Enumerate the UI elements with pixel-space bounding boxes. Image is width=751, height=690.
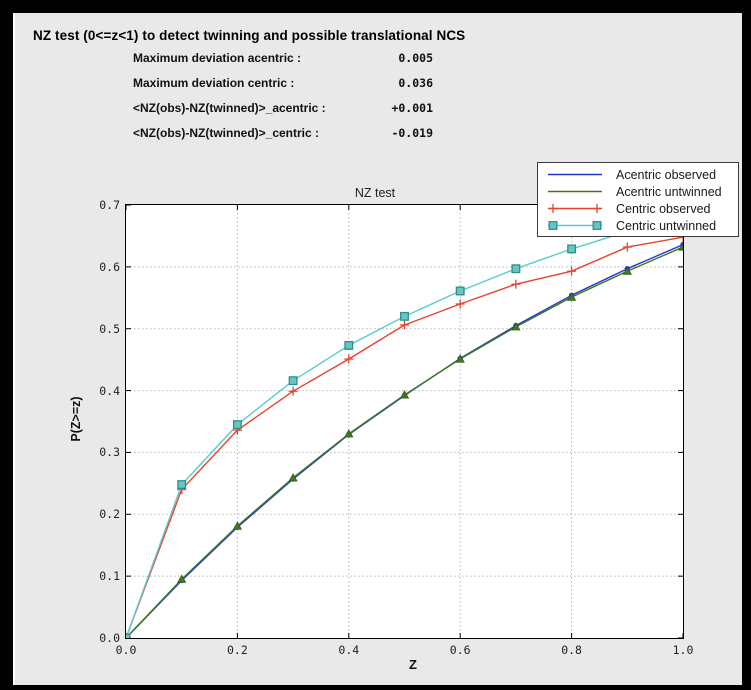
stat-label: Maximum deviation acentric : (133, 51, 302, 65)
y-tick-label: 0.0 (99, 631, 120, 645)
legend-item: Centric untwinned (538, 217, 738, 234)
legend-line-sample (548, 190, 602, 193)
data-point-square (232, 420, 242, 430)
legend-label: Centric untwinned (616, 218, 717, 233)
x-axis-label: Z (409, 657, 417, 672)
y-tick-label: 0.4 (99, 383, 120, 398)
plot-window: NZ test (0<=z<1) to detect twinning and … (13, 13, 742, 685)
x-tick-label: 0.4 (338, 643, 360, 657)
data-point-triangle (232, 521, 242, 530)
plot-area (125, 204, 684, 639)
x-tick-label: 0.0 (115, 643, 137, 657)
page-title: NZ test (0<=z<1) to detect twinning and … (33, 28, 466, 43)
data-point-triangle (399, 390, 410, 399)
plot-canvas (126, 205, 683, 638)
stat-value: +0.001 (391, 101, 433, 115)
x-tick-label: 0.2 (227, 643, 248, 657)
legend-line-sample (548, 204, 602, 213)
stat-label: Maximum deviation centric : (133, 76, 295, 90)
legend-label: Centric observed (616, 201, 711, 216)
data-point-square (126, 633, 131, 638)
y-tick-label: 0.3 (99, 445, 120, 460)
data-point-square (177, 480, 187, 490)
series-acentric-observed (126, 241, 683, 638)
data-point-square (511, 264, 521, 274)
data-point-triangle (567, 292, 577, 301)
x-tick-label: 1.0 (672, 643, 694, 657)
legend-label: Acentric observed (616, 167, 717, 182)
legend-item: Centric observed (538, 200, 738, 217)
legend-line-sample (548, 173, 602, 176)
data-point-square (455, 286, 465, 296)
data-point-triangle (678, 242, 683, 251)
data-point-triangle (288, 473, 298, 482)
stat-value: 0.005 (398, 51, 433, 65)
data-point-square (592, 221, 602, 230)
y-tick-label: 0.1 (99, 569, 120, 584)
stat-value: 0.036 (398, 76, 433, 90)
x-tick-label: 0.8 (561, 643, 582, 657)
data-point-square (567, 244, 577, 254)
data-point-triangle (344, 429, 354, 438)
stat-row: <NZ(obs)-NZ(twinned)>_acentric : +0.001 (133, 101, 433, 116)
data-point-triangle (455, 354, 465, 363)
stat-row: Maximum deviation centric : 0.036 (133, 76, 433, 91)
x-tick-label: 0.6 (449, 643, 471, 657)
stat-value: -0.019 (391, 126, 433, 140)
data-point-triangle (511, 322, 521, 331)
y-tick-label: 0.5 (99, 321, 120, 336)
series-acentric-untwinned (126, 242, 683, 638)
stat-row: Maximum deviation acentric : 0.005 (133, 51, 433, 66)
y-axis-label: P(Z>=z) (69, 396, 83, 442)
legend-item: Acentric untwinned (538, 183, 738, 200)
legend-item: Acentric observed (538, 166, 738, 183)
data-point-triangle (622, 266, 632, 275)
stat-label: <NZ(obs)-NZ(twinned)>_centric : (133, 126, 320, 140)
data-point-square (548, 221, 558, 230)
series-centric-untwinned (126, 211, 683, 638)
data-point-square (344, 340, 354, 350)
chart-title: NZ test (354, 186, 396, 200)
legend-line-sample (548, 221, 602, 230)
y-tick-label: 0.6 (99, 259, 120, 274)
y-tick-label: 0.2 (99, 507, 120, 522)
data-point-square (288, 376, 298, 386)
data-point-square (400, 311, 409, 321)
stat-row: <NZ(obs)-NZ(twinned)>_centric : -0.019 (133, 126, 433, 141)
series-centric-observed (126, 232, 683, 638)
stat-label: <NZ(obs)-NZ(twinned)>_acentric : (133, 101, 326, 115)
chart-legend: Acentric observed Acentric untwinned Centr… (537, 162, 739, 237)
data-point-triangle (177, 574, 187, 583)
legend-label: Acentric untwinned (616, 184, 722, 199)
y-tick-label: 0.7 (99, 198, 120, 212)
